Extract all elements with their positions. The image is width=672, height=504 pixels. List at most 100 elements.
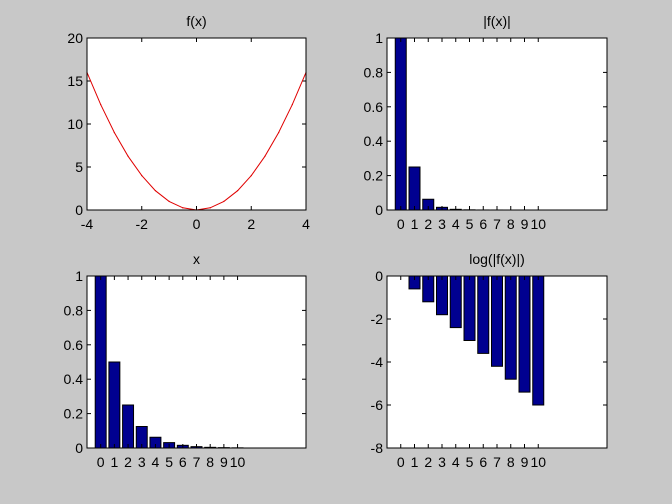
data-point xyxy=(209,207,211,209)
data-point xyxy=(113,132,115,134)
data-point xyxy=(100,104,102,106)
x-tick-label: 2 xyxy=(247,216,255,232)
x-tick-label: -4 xyxy=(81,216,94,232)
x-tick-label: 7 xyxy=(193,454,201,470)
x-tick-label: 6 xyxy=(479,216,487,232)
x-tick-label: 0 xyxy=(97,454,105,470)
subplot-2: |f(x)|00.20.40.60.810 1 2 3 4 5 6 7 8 9 10 xyxy=(364,13,608,232)
bar xyxy=(477,275,490,354)
x-tick-label: 10 xyxy=(530,454,546,470)
data-point xyxy=(250,175,252,177)
y-tick-label: 0.2 xyxy=(364,168,384,184)
data-point xyxy=(127,155,129,157)
y-tick-label: 0.4 xyxy=(64,371,84,387)
data-point xyxy=(223,200,225,202)
x-tick-label: 9 xyxy=(220,454,228,470)
x-tick-label: 2 xyxy=(424,454,432,470)
data-point xyxy=(154,190,157,192)
x-tick-label: 7 xyxy=(493,216,501,232)
data-point xyxy=(264,155,266,157)
y-tick-label: -2 xyxy=(371,311,384,327)
x-tick-label: 5 xyxy=(165,454,173,470)
data-point xyxy=(182,207,184,209)
axes-frame xyxy=(386,37,608,211)
bar xyxy=(491,275,503,367)
x-tick-label: 0 xyxy=(397,216,405,232)
bar xyxy=(504,275,517,380)
x-tick-label: 4 xyxy=(152,454,160,470)
y-tick-label: 0.8 xyxy=(64,302,84,318)
bar xyxy=(518,275,531,393)
x-tick-label: 4 xyxy=(302,216,310,232)
plot-title: |f(x)| xyxy=(483,13,511,29)
x-tick-label: 2 xyxy=(124,454,132,470)
subplot-3: x00.20.40.60.810 1 2 3 4 5 6 7 8 9 10 xyxy=(64,251,307,470)
bar xyxy=(449,275,462,329)
y-tick-label: -8 xyxy=(371,440,384,456)
x-tick-label: 8 xyxy=(206,454,214,470)
x-tick-label: 5 xyxy=(466,216,474,232)
x-tick-label: 0 xyxy=(193,216,201,232)
x-tick-label: 8 xyxy=(507,216,515,232)
bar xyxy=(463,275,476,341)
y-tick-label: 0.6 xyxy=(64,337,84,353)
x-tick-label: -2 xyxy=(136,216,149,232)
x-tick-label: 3 xyxy=(438,216,446,232)
plot-title: x xyxy=(193,251,200,267)
y-tick-label: 15 xyxy=(67,73,83,89)
plot-title: log(|f(x)|) xyxy=(469,251,525,267)
y-tick-label: 5 xyxy=(75,159,83,175)
x-tick-label: 10 xyxy=(230,454,246,470)
plot-title: f(x) xyxy=(186,13,206,29)
x-tick-label: 3 xyxy=(438,454,446,470)
bar xyxy=(122,404,135,449)
bar xyxy=(436,275,448,316)
x-tick-label: 2 xyxy=(424,216,432,232)
y-tick-label: -4 xyxy=(371,354,384,370)
y-tick-label: 0 xyxy=(75,202,83,218)
bar xyxy=(394,37,407,211)
y-tick-label: 0.4 xyxy=(364,133,384,149)
axes-frame xyxy=(86,37,307,211)
x-tick-label: 3 xyxy=(138,454,146,470)
axes-background xyxy=(387,38,607,210)
bar xyxy=(108,361,121,449)
y-tick-label: 1 xyxy=(375,30,383,46)
bar xyxy=(94,275,107,449)
axes-frame xyxy=(86,275,307,449)
x-tick-label: 5 xyxy=(466,454,474,470)
x-tick-label: 1 xyxy=(110,454,118,470)
x-tick-label: 10 xyxy=(530,216,546,232)
axes-background xyxy=(87,38,306,210)
bar xyxy=(408,166,421,211)
x-tick-label: 1 xyxy=(411,216,419,232)
y-tick-label: 0 xyxy=(375,268,383,284)
subplot-1: f(x) 0 5 10 15 20 -4 -2 0 2 4 xyxy=(67,13,310,232)
data-point xyxy=(236,190,239,192)
data-point xyxy=(291,104,293,106)
x-tick-label: 1 xyxy=(411,454,419,470)
x-tick-label: 4 xyxy=(452,216,460,232)
x-tick-label: 8 xyxy=(507,454,515,470)
y-tick-label: 1 xyxy=(75,268,83,284)
x-tick-label: 9 xyxy=(521,216,529,232)
data-point xyxy=(141,175,143,177)
x-tick-label: 9 xyxy=(521,454,529,470)
data-point xyxy=(168,200,170,202)
y-tick-label: 0.2 xyxy=(64,406,84,422)
y-tick-label: 10 xyxy=(67,116,83,132)
y-tick-label: 0.8 xyxy=(364,64,384,80)
data-point xyxy=(278,132,280,134)
x-tick-label: 6 xyxy=(479,454,487,470)
y-tick-label: 20 xyxy=(67,30,83,46)
x-tick-label: 4 xyxy=(452,454,460,470)
axes-frame xyxy=(386,275,608,449)
y-tick-label: -6 xyxy=(371,397,384,413)
x-tick-label: 7 xyxy=(493,454,501,470)
y-tick-label: 0 xyxy=(75,440,83,456)
subplot-4: log(|f(x)|)-8-6-4-200 1 2 3 4 5 6 7 8 9 10 xyxy=(371,251,608,470)
x-tick-label: 6 xyxy=(179,454,187,470)
bar xyxy=(532,275,545,406)
y-tick-label: 0.6 xyxy=(364,99,384,115)
